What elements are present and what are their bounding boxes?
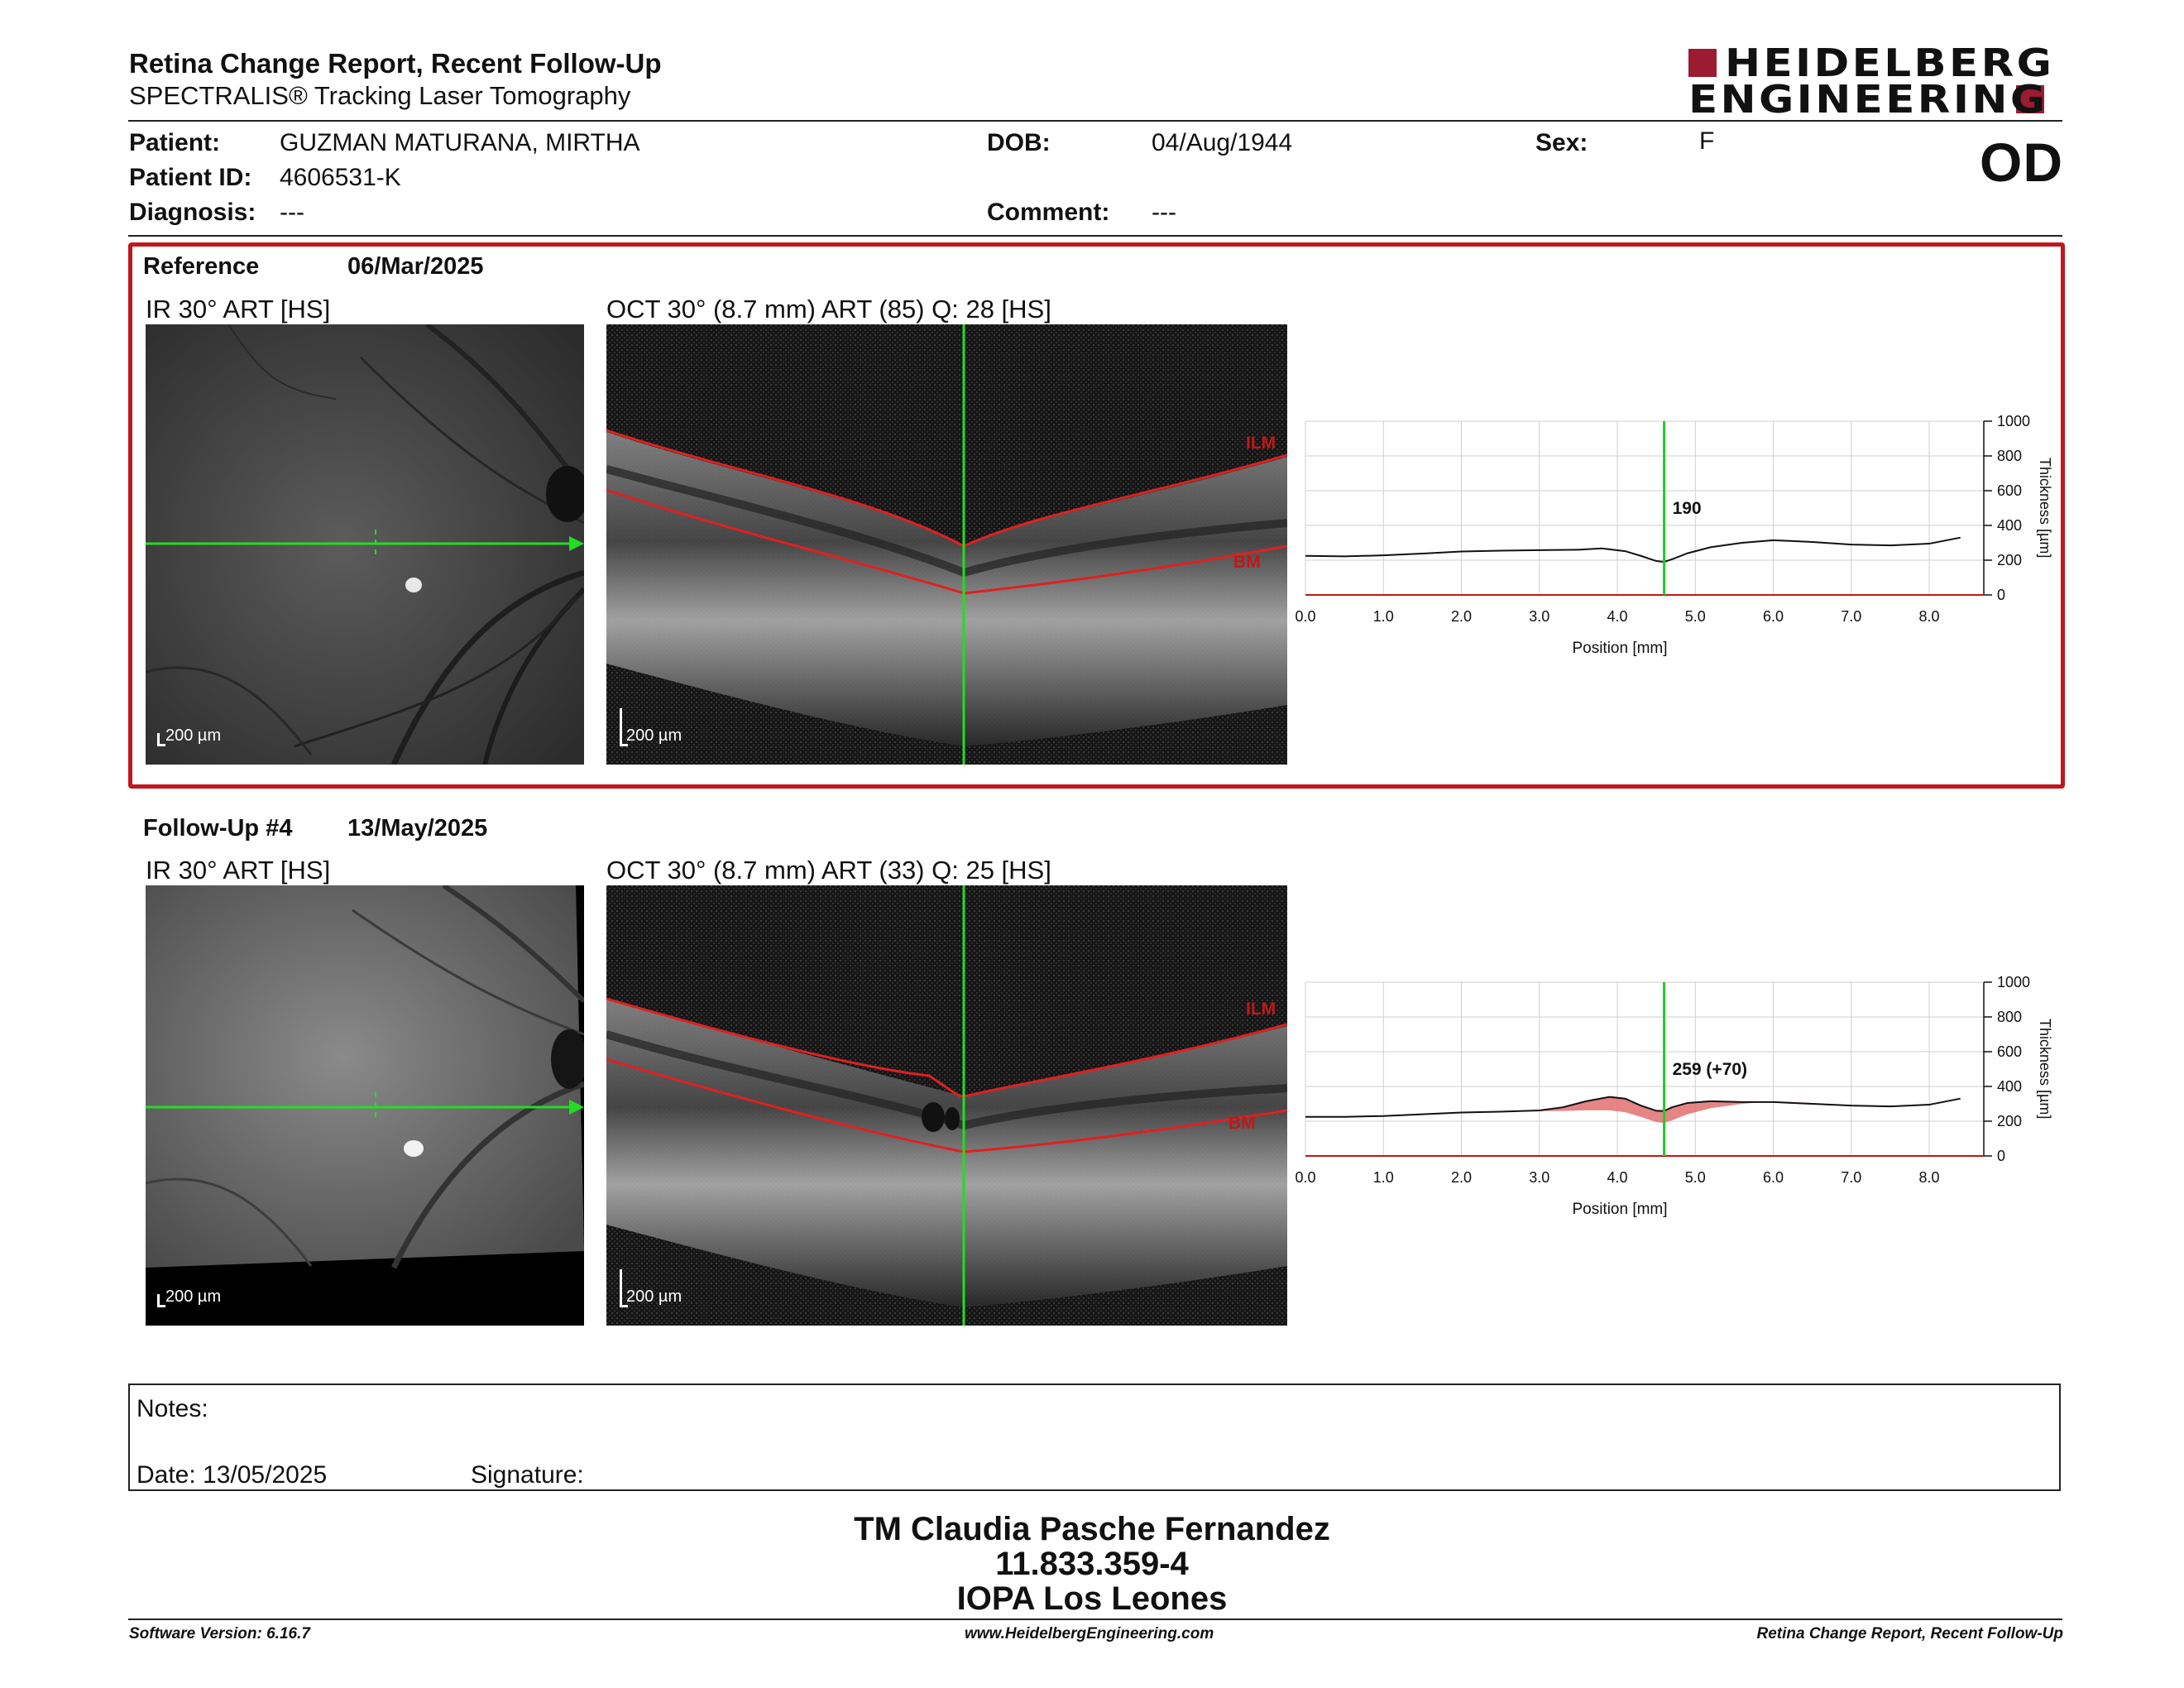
y-tick-label: 800 bbox=[1997, 1009, 2022, 1025]
y-tick-label: 1000 bbox=[1997, 974, 2030, 990]
reference-ir-label: IR 30° ART [HS] bbox=[146, 295, 331, 324]
x-tick-label: 3.0 bbox=[1529, 1169, 1549, 1186]
comment-value: --- bbox=[1152, 199, 1176, 226]
x-tick-label: 1.0 bbox=[1373, 1169, 1394, 1186]
diagnosis-value: --- bbox=[280, 199, 304, 226]
followup-oct-scale: 200 µm bbox=[626, 1288, 682, 1306]
y-tick-label: 200 bbox=[1997, 1113, 2022, 1129]
software-version: Software Version: 6.16.7 bbox=[129, 1625, 310, 1642]
reference-oct-scale: 200 µm bbox=[626, 727, 682, 745]
signatory-org: IOPA Los Leones bbox=[956, 1580, 1228, 1617]
logo-line-1: HEIDELBERG bbox=[1725, 41, 2055, 85]
x-tick-label: 8.0 bbox=[1919, 608, 1940, 625]
x-tick-label: 5.0 bbox=[1685, 1169, 1706, 1186]
y-axis-label: Thickness [µm] bbox=[2037, 1019, 2053, 1119]
footer-rule bbox=[128, 1618, 2062, 1620]
logo-line-2: ENGINEERING bbox=[1688, 77, 2048, 122]
website-link[interactable]: www.HeidelbergEngineering.com bbox=[965, 1625, 1214, 1642]
report-subtitle: SPECTRALIS® Tracking Laser Tomography bbox=[129, 81, 631, 110]
cursor-thickness-label: 259 (+70) bbox=[1673, 1060, 1747, 1079]
x-tick-label: 5.0 bbox=[1685, 608, 1706, 625]
x-axis-label: Position [mm] bbox=[1572, 1201, 1667, 1218]
signatory-id: 11.833.359-4 bbox=[995, 1546, 1189, 1582]
dob-value: 04/Aug/1944 bbox=[1152, 129, 1293, 156]
x-axis-label: Position [mm] bbox=[1572, 640, 1667, 657]
patient-id: 4606531-K bbox=[280, 164, 401, 191]
reference-oct-label: OCT 30° (8.7 mm) ART (85) Q: 28 [HS] bbox=[606, 295, 1051, 324]
header-rule bbox=[128, 120, 2062, 122]
dob-label: DOB: bbox=[987, 129, 1051, 156]
followup-oct-label: OCT 30° (8.7 mm) ART (33) Q: 25 [HS] bbox=[606, 856, 1051, 885]
x-tick-label: 4.0 bbox=[1607, 608, 1627, 625]
followup-ir-label: IR 30° ART [HS] bbox=[146, 856, 331, 885]
patient-name: GUZMAN MATURANA, MIRTHA bbox=[280, 129, 640, 156]
x-tick-label: 0.0 bbox=[1295, 608, 1315, 625]
followup-oct-bscan-image: ILM BM 200 µm bbox=[606, 885, 1287, 1326]
x-tick-label: 0.0 bbox=[1295, 1169, 1315, 1186]
patient-label: Patient: bbox=[129, 129, 221, 156]
x-tick-label: 8.0 bbox=[1919, 1169, 1940, 1186]
footer-report-name: Retina Change Report, Recent Follow-Up bbox=[1756, 1625, 2063, 1642]
reference-frame bbox=[128, 242, 2065, 789]
signatory-name: TM Claudia Pasche Fernandez bbox=[854, 1511, 1330, 1547]
scale-bar-icon bbox=[157, 733, 160, 746]
x-tick-label: 6.0 bbox=[1763, 1169, 1784, 1186]
y-tick-label: 600 bbox=[1997, 1043, 2022, 1060]
y-axis-label: Thickness [µm] bbox=[2037, 458, 2053, 558]
comment-label: Comment: bbox=[987, 199, 1110, 226]
logo-square-icon bbox=[1688, 49, 1717, 77]
followup-thickness-chart: 0.0 1.0 2.0 3.0 4.0 5.0 6.0 7.0 8.0 0 200 400 600 800… bbox=[1295, 974, 2053, 1218]
reference-thickness-chart: 0.0 1.0 2.0 3.0 4.0 5.0 6.0 7.0 8.0 0 200 400 600 800… bbox=[1295, 413, 2053, 657]
eye-indicator: OD bbox=[1980, 132, 2063, 193]
y-tick-label: 1000 bbox=[1997, 413, 2030, 429]
patient-id-label: Patient ID: bbox=[129, 164, 252, 191]
y-tick-label: 400 bbox=[1997, 1078, 2022, 1095]
x-tick-label: 2.0 bbox=[1451, 1169, 1472, 1186]
thickness-change-area bbox=[1305, 1096, 1961, 1124]
reference-ir-scale: 200 µm bbox=[165, 727, 222, 745]
y-tick-label: 800 bbox=[1997, 448, 2022, 464]
reference-ir-fundus-image: 200 µm bbox=[146, 324, 584, 765]
scale-bar-icon bbox=[157, 1294, 160, 1307]
x-tick-label: 1.0 bbox=[1373, 608, 1394, 625]
y-tick-label: 600 bbox=[1997, 482, 2022, 499]
followup-ir-fundus-image: 200 µm bbox=[146, 885, 584, 1326]
reference-ilm-label: ILM bbox=[1246, 434, 1276, 453]
x-tick-label: 7.0 bbox=[1841, 608, 1861, 625]
thickness-series-line bbox=[1305, 1096, 1961, 1118]
patient-rule bbox=[128, 235, 2062, 237]
scale-bar-icon bbox=[620, 1269, 622, 1307]
notes-label: Notes: bbox=[136, 1395, 208, 1422]
followup-label: Follow-Up #4 bbox=[143, 815, 293, 842]
x-tick-label: 7.0 bbox=[1841, 1169, 1861, 1186]
reference-bm-label: BM bbox=[1233, 553, 1261, 572]
report-title: Retina Change Report, Recent Follow-Up bbox=[129, 48, 662, 79]
notes-box: Notes: Date: 13/05/2025 Signature: bbox=[128, 1383, 2061, 1491]
x-tick-label: 4.0 bbox=[1607, 1169, 1627, 1186]
signature-label: Signature: bbox=[471, 1461, 584, 1489]
followup-bm-label: BM bbox=[1228, 1114, 1256, 1133]
x-tick-label: 2.0 bbox=[1451, 608, 1472, 625]
diagnosis-label: Diagnosis: bbox=[129, 199, 256, 226]
y-tick-label: 0 bbox=[1997, 587, 2005, 603]
followup-date: 13/May/2025 bbox=[347, 815, 488, 842]
scale-bar-icon bbox=[620, 708, 622, 746]
sex-value: F bbox=[1699, 127, 1715, 155]
x-tick-label: 6.0 bbox=[1763, 608, 1784, 625]
logo-square-icon bbox=[2015, 85, 2044, 113]
followup-ir-scale: 200 µm bbox=[165, 1288, 222, 1306]
notes-date: Date: 13/05/2025 bbox=[136, 1461, 328, 1489]
cursor-thickness-label: 190 bbox=[1673, 499, 1702, 518]
x-tick-label: 3.0 bbox=[1529, 608, 1549, 625]
y-tick-label: 0 bbox=[1997, 1148, 2005, 1164]
sex-label: Sex: bbox=[1535, 129, 1588, 156]
thickness-series-line bbox=[1305, 536, 1961, 563]
y-tick-label: 200 bbox=[1997, 552, 2022, 568]
reference-oct-bscan-image: ILM BM 200 µm bbox=[606, 324, 1287, 765]
reference-date: 06/Mar/2025 bbox=[347, 253, 484, 280]
y-tick-label: 400 bbox=[1997, 517, 2022, 534]
followup-ilm-label: ILM bbox=[1246, 1000, 1276, 1019]
reference-label: Reference bbox=[143, 253, 260, 280]
